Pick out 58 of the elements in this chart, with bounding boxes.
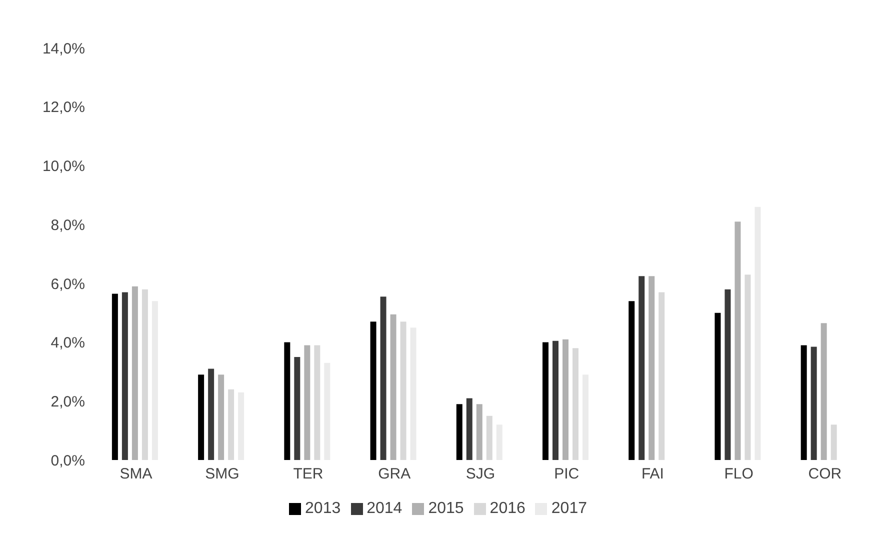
bar [304,345,310,460]
y-tick-label: 4,0% [50,334,85,352]
legend-label: 2014 [366,500,402,517]
y-tick-label: 14,0% [42,40,85,58]
y-tick-label: 6,0% [50,276,85,293]
x-tick-label: SMA [120,466,152,483]
bar [142,289,148,460]
bar [552,340,558,460]
y-tick-label: 0,0% [50,452,85,470]
x-tick-label: GRA [378,466,411,483]
bar [112,294,118,460]
bar [390,314,396,460]
bar [228,389,234,460]
bar [714,312,721,460]
bar [122,292,128,460]
bar [400,322,406,460]
legend-label: 2016 [490,500,526,517]
x-tick-label: SMG [205,466,240,483]
x-tick-label: FAI [641,466,664,483]
x-tick-label: PIC [554,466,580,483]
bar [648,276,655,460]
bar [370,322,376,460]
y-tick-label: 12,0% [42,99,85,116]
bar [294,357,300,460]
x-tick-label: SJG [466,466,496,483]
bar [456,404,462,460]
legend-label: 2015 [428,500,464,517]
x-tick-label: COR [808,466,842,483]
bar [380,296,386,460]
y-tick-label: 8,0% [50,216,85,234]
bar [314,345,320,460]
bar [476,404,482,460]
bar [542,342,548,460]
legend-label: 2013 [305,500,341,517]
bar [638,276,645,460]
bar [572,348,578,460]
bar [744,274,751,460]
bar [658,292,665,460]
bar [466,398,472,460]
bar [208,368,214,460]
bar [284,342,290,460]
bar [218,374,224,460]
bar [810,346,817,460]
bar [486,416,492,460]
bar [132,286,138,460]
x-tick-label: FLO [724,466,754,483]
bar [820,323,827,460]
bar [198,374,204,460]
legend-label: 2017 [551,500,587,517]
bar [830,424,837,460]
bar [562,339,568,460]
bar [724,289,731,460]
x-tick-label: TER [293,466,324,483]
bar [734,222,741,460]
y-tick-label: 10,0% [42,158,85,176]
bar [800,345,807,460]
bar [628,301,635,460]
y-tick-label: 2,0% [50,393,85,410]
